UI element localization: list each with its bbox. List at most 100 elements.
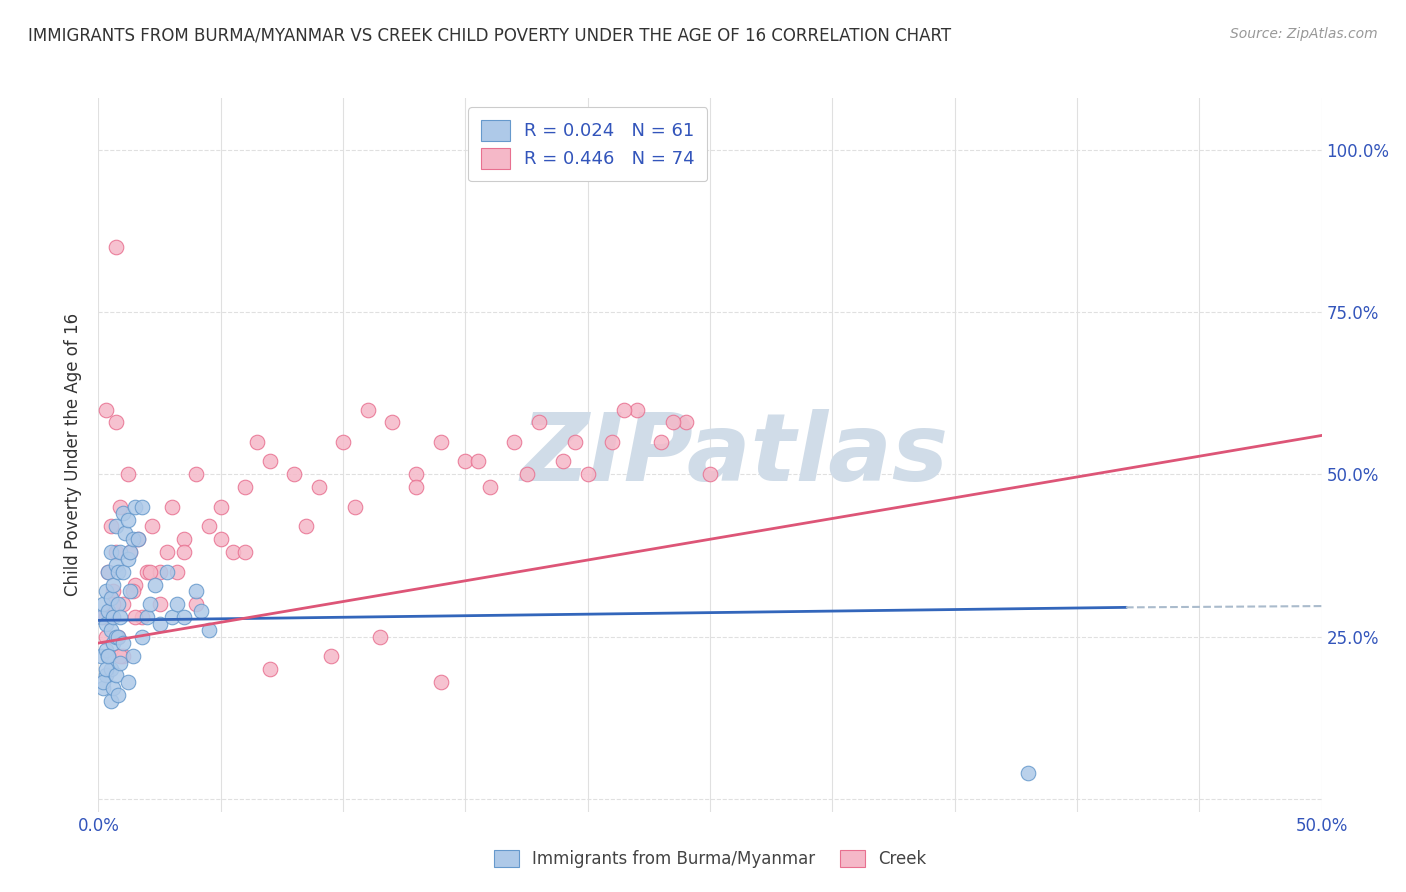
Point [90,648,112,663]
Point [131,610,153,624]
Point [173,545,195,559]
Point [100,519,122,533]
Point [222,545,245,559]
Point [120,545,142,559]
Point [120,584,142,599]
Point [405,467,427,482]
Point [186,584,208,599]
Point [467,454,489,468]
Point [515,467,537,482]
Text: IMMIGRANTS FROM BURMA/MYANMAR VS CREEK CHILD POVERTY UNDER THE AGE OF 16 CORRELA: IMMIGRANTS FROM BURMA/MYANMAR VS CREEK C… [28,27,952,45]
Point [381,416,404,430]
Point [120,545,142,559]
Point [94,642,117,657]
Point [553,454,575,468]
Point [124,610,146,624]
Point [283,467,305,482]
Point [101,681,124,696]
Y-axis label: Child Poverty Under the Age of 16: Child Poverty Under the Age of 16 [65,313,83,597]
Point [454,454,477,468]
Point [110,545,132,559]
Point [117,513,139,527]
Point [600,434,623,449]
Point [117,675,139,690]
Point [91,681,114,696]
Point [233,480,256,494]
Point [104,240,127,254]
Point [97,565,120,579]
Point [101,636,124,650]
Point [332,434,354,449]
Point [121,648,143,663]
Point [100,694,122,708]
Point [94,402,117,417]
Point [156,565,179,579]
Point [97,565,120,579]
Text: Source: ZipAtlas.com: Source: ZipAtlas.com [1230,27,1378,41]
Point [100,610,122,624]
Point [613,402,636,417]
Point [209,500,232,514]
Point [111,648,134,663]
Point [100,545,122,559]
Text: ZIPatlas: ZIPatlas [520,409,949,501]
Point [246,434,269,449]
Point [197,623,219,637]
Point [94,630,117,644]
Point [121,533,143,547]
Point [160,500,183,514]
Point [209,533,232,547]
Point [101,610,124,624]
Legend: Immigrants from Burma/Myanmar, Creek: Immigrants from Burma/Myanmar, Creek [486,843,934,875]
Point [699,467,721,482]
Point [104,545,127,559]
Point [190,604,212,618]
Point [104,630,127,644]
Point [675,416,697,430]
Point [344,500,367,514]
Point [97,604,120,618]
Point [430,434,453,449]
Point [650,434,672,449]
Point [131,500,153,514]
Point [478,480,501,494]
Point [259,454,281,468]
Point [139,597,162,611]
Point [295,519,318,533]
Point [626,402,648,417]
Point [131,630,153,644]
Point [91,675,114,690]
Point [173,533,195,547]
Point [576,467,599,482]
Point [110,500,132,514]
Point [139,565,162,579]
Point [173,610,195,624]
Point [91,597,114,611]
Point [149,616,172,631]
Point [104,519,127,533]
Point [127,533,149,547]
Point [197,519,219,533]
Point [308,480,330,494]
Point [101,584,124,599]
Point [160,610,183,624]
Point [124,577,146,591]
Point [94,662,117,676]
Point [104,416,127,430]
Point [101,597,124,611]
Point [104,558,127,573]
Point [107,688,129,702]
Point [94,584,117,599]
Point [141,519,163,533]
Point [117,467,139,482]
Point [100,591,122,605]
Point [91,610,114,624]
Point [136,565,159,579]
Point [111,597,134,611]
Point [94,668,117,682]
Point [430,675,453,690]
Point [527,416,550,430]
Point [127,533,149,547]
Point [368,630,391,644]
Point [110,656,132,670]
